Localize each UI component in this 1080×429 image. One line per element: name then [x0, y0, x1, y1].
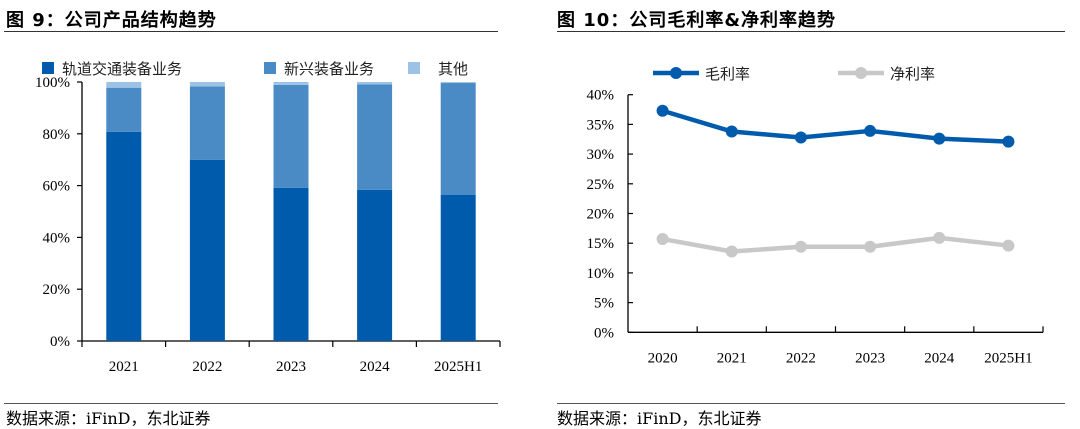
legend-label: 新兴装备业务: [284, 60, 374, 78]
y-tick-label: 25%: [587, 177, 615, 193]
bar-segment-rail: [273, 187, 309, 341]
net-margin-point: [794, 240, 807, 253]
net-margin-point: [1002, 239, 1015, 252]
gross-margin-point: [725, 125, 738, 138]
x-tick-label: 2021: [717, 350, 747, 366]
y-tick-label: 60%: [43, 179, 71, 195]
bar-segment-other: [106, 82, 142, 88]
y-tick-label: 15%: [587, 236, 615, 252]
x-tick-label: 2021: [109, 359, 139, 375]
legend-label: 净利率: [890, 65, 935, 83]
gross-margin-legend-marker: [670, 67, 682, 79]
figure-margin-trend: 图 10：公司毛利率&净利率趋势 0% 5% 10% 15% 20% 25% 30% 35% 4…: [555, 0, 1080, 428]
bar-segment-rail: [189, 159, 225, 341]
legend-swatch: [264, 62, 276, 74]
x-tick-label: 2022: [192, 359, 222, 375]
line-chart: 0% 5% 10% 15% 20% 25% 30% 35% 40% 2020 2021 2022 202…: [587, 65, 1044, 366]
legend-label: 轨道交通装备业务: [62, 60, 182, 78]
x-tick-label: 2020: [648, 350, 678, 366]
y-tick-label: 5%: [594, 296, 614, 312]
source-divider: [557, 403, 1065, 404]
x-tick-label: 2022: [786, 350, 816, 366]
bar-segment-emerging: [357, 84, 393, 190]
legend-swatch: [408, 62, 420, 74]
net-margin-legend-marker: [855, 67, 867, 79]
bar-segment-other: [273, 82, 309, 85]
bar-segment-other: [189, 82, 225, 87]
figure-title: 图 10：公司毛利率&净利率趋势: [557, 10, 837, 31]
x-tick-label: 2023: [276, 359, 306, 375]
title-divider: [4, 31, 498, 32]
net-margin-point: [864, 240, 877, 253]
y-tick-label: 0%: [594, 325, 614, 341]
net-margin-point: [656, 233, 669, 246]
x-tick-label: 2024: [360, 359, 391, 375]
y-tick-label: 100%: [35, 75, 70, 91]
y-tick-label: 0%: [50, 334, 70, 350]
gross-margin-line: [661, 108, 1009, 144]
bar-segment-other: [440, 82, 476, 84]
gross-margin-point: [933, 132, 946, 145]
gross-margin-point: [794, 131, 807, 144]
net-margin-point: [725, 245, 738, 258]
y-tick-label: 20%: [587, 207, 615, 223]
bar-segment-rail: [357, 189, 393, 341]
data-source: 数据来源：iFinD，东北证券: [557, 409, 762, 428]
y-tick-label: 80%: [43, 127, 71, 143]
bar-segment-rail: [106, 131, 142, 341]
bar-segment-other: [357, 82, 393, 85]
stacked-bar-chart: 0% 20% 40% 60% 80% 100% 2021 2022 2023 2024 2025H1…: [35, 60, 501, 375]
title-divider: [557, 31, 1065, 32]
y-tick-label: 10%: [587, 266, 615, 282]
y-tick-label: 20%: [43, 282, 71, 298]
y-tick-label: 40%: [587, 88, 615, 104]
figure-product-structure: 图 9：公司产品结构趋势 0% 20% 40% 60% 80% 100% 2021 2022 2…: [0, 0, 540, 428]
bar-segment-emerging: [440, 83, 476, 195]
bar-segment-rail: [440, 194, 476, 341]
net-margin-point: [933, 231, 946, 244]
legend-swatch: [42, 62, 54, 74]
source-divider: [4, 403, 498, 404]
y-tick-label: 40%: [43, 230, 71, 246]
gross-margin-point: [1002, 135, 1015, 148]
legend-label: 其他: [438, 60, 468, 78]
bar-segment-emerging: [106, 87, 142, 132]
data-source: 数据来源：iFinD，东北证券: [6, 409, 211, 428]
legend-label: 毛利率: [705, 65, 750, 83]
gross-margin-point: [656, 104, 669, 117]
bar-segment-emerging: [273, 84, 309, 188]
x-tick-label: 2025H1: [434, 359, 482, 375]
figure-title: 图 9：公司产品结构趋势: [6, 10, 217, 31]
y-tick-label: 35%: [587, 117, 615, 133]
x-tick-label: 2024: [924, 350, 955, 366]
gross-margin-point: [864, 124, 877, 137]
x-tick-label: 2023: [855, 350, 885, 366]
bar-segment-emerging: [189, 86, 225, 160]
net-margin-line: [662, 235, 1009, 254]
x-tick-label: 2025H1: [984, 350, 1032, 366]
y-tick-label: 30%: [587, 147, 615, 163]
